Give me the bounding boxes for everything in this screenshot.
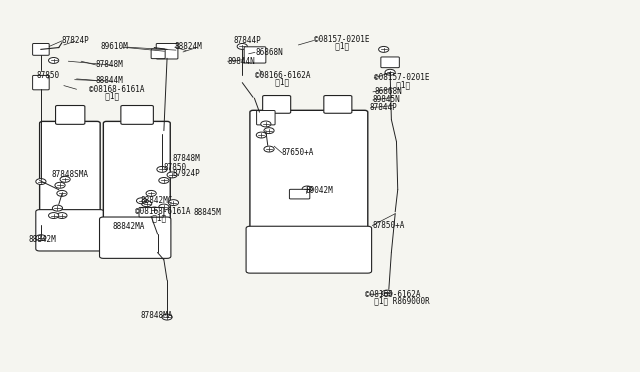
Circle shape	[60, 176, 70, 182]
Circle shape	[52, 205, 63, 211]
Circle shape	[167, 172, 177, 178]
Text: 87844P: 87844P	[370, 103, 397, 112]
Text: 87848M: 87848M	[172, 154, 200, 163]
Text: 89844N: 89844N	[228, 57, 255, 66]
Text: 86868N: 86868N	[255, 48, 283, 57]
Circle shape	[237, 44, 247, 49]
FancyBboxPatch shape	[324, 96, 352, 113]
Circle shape	[264, 128, 274, 134]
Text: 87850+A: 87850+A	[372, 221, 404, 230]
FancyBboxPatch shape	[246, 226, 372, 273]
Circle shape	[36, 179, 46, 185]
FancyBboxPatch shape	[56, 106, 85, 124]
Text: 88844M: 88844M	[96, 76, 124, 85]
Text: ©08166-6162A: ©08166-6162A	[365, 291, 420, 299]
Circle shape	[55, 182, 65, 188]
FancyBboxPatch shape	[121, 106, 154, 124]
Text: 87824P: 87824P	[62, 36, 90, 45]
Circle shape	[162, 314, 172, 320]
Text: 89042M: 89042M	[306, 186, 333, 195]
Circle shape	[149, 207, 159, 213]
FancyBboxPatch shape	[250, 110, 368, 232]
FancyBboxPatch shape	[33, 44, 49, 55]
Text: 89610M: 89610M	[100, 42, 128, 51]
Text: 89845N: 89845N	[373, 96, 401, 105]
FancyBboxPatch shape	[36, 210, 104, 251]
FancyBboxPatch shape	[40, 121, 100, 217]
Text: 87850: 87850	[164, 163, 187, 172]
Circle shape	[141, 201, 152, 207]
Circle shape	[168, 200, 179, 206]
Text: （1）: （1）	[96, 91, 119, 100]
Text: 87924P: 87924P	[172, 169, 200, 178]
Circle shape	[49, 212, 59, 218]
Circle shape	[256, 132, 266, 138]
Text: ©08168-6161A: ©08168-6161A	[90, 85, 145, 94]
Text: （1）: （1）	[143, 214, 166, 222]
Text: 88842MC: 88842MC	[140, 196, 173, 205]
FancyBboxPatch shape	[103, 121, 170, 225]
Text: 87848MA: 87848MA	[140, 311, 173, 320]
Circle shape	[382, 290, 392, 296]
FancyBboxPatch shape	[100, 217, 171, 259]
FancyBboxPatch shape	[289, 189, 310, 199]
Text: （1）: （1）	[266, 77, 289, 86]
FancyBboxPatch shape	[156, 44, 178, 59]
Circle shape	[159, 204, 169, 210]
Circle shape	[302, 186, 312, 192]
Circle shape	[157, 166, 167, 172]
Text: （1）: （1）	[326, 41, 349, 50]
FancyBboxPatch shape	[151, 49, 165, 59]
Text: 87850: 87850	[36, 71, 60, 80]
FancyBboxPatch shape	[257, 110, 275, 125]
Text: 87848M: 87848M	[96, 60, 124, 70]
FancyBboxPatch shape	[33, 76, 49, 90]
Text: （1） R869000R: （1） R869000R	[365, 297, 429, 306]
Text: 88824M: 88824M	[175, 42, 202, 51]
Text: ©08168-6161A: ©08168-6161A	[135, 207, 191, 217]
Text: 87844P: 87844P	[234, 36, 262, 45]
FancyBboxPatch shape	[381, 57, 399, 68]
FancyBboxPatch shape	[244, 47, 266, 63]
Text: 87848SMA: 87848SMA	[51, 170, 88, 179]
Circle shape	[57, 212, 67, 218]
Circle shape	[136, 198, 147, 204]
Circle shape	[260, 121, 271, 127]
Circle shape	[57, 190, 67, 196]
FancyBboxPatch shape	[262, 96, 291, 113]
Circle shape	[379, 46, 389, 52]
FancyBboxPatch shape	[139, 208, 164, 217]
Circle shape	[385, 69, 395, 75]
Circle shape	[159, 177, 169, 183]
Text: 87650+A: 87650+A	[282, 148, 314, 157]
Text: 88842M: 88842M	[28, 235, 56, 244]
Text: 88845M: 88845M	[194, 208, 221, 218]
Circle shape	[264, 146, 274, 152]
Text: （1）: （1）	[387, 80, 410, 89]
Text: 86868N: 86868N	[374, 87, 402, 96]
Text: ©08157-0201E: ©08157-0201E	[374, 73, 429, 82]
Text: ©08157-0201E: ©08157-0201E	[314, 35, 369, 44]
Text: ©08166-6162A: ©08166-6162A	[255, 71, 310, 80]
Text: 88842MA: 88842MA	[113, 222, 145, 231]
Circle shape	[49, 58, 59, 63]
Circle shape	[146, 190, 156, 196]
Circle shape	[36, 235, 46, 241]
